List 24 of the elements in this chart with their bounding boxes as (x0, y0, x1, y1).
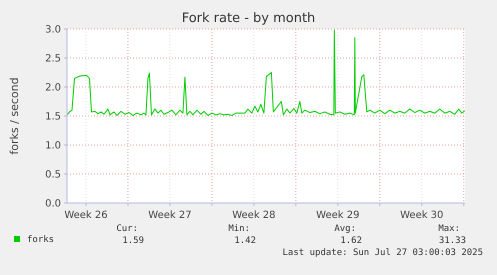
y-tick-label: 3.0 (45, 24, 61, 36)
y-axis-title: forks / second (8, 77, 21, 155)
text: Avg: (334, 224, 356, 234)
y-tick-label: 1.0 (45, 140, 61, 152)
x-tick-label: Week 28 (232, 210, 276, 221)
text: Cur: (116, 224, 138, 234)
text: 31.33 (438, 236, 466, 246)
x-tick-label: Week 26 (64, 210, 108, 221)
text: 1.62 (340, 236, 362, 246)
legend-label: forks (27, 235, 54, 245)
text: 1.59 (122, 236, 144, 246)
x-tick-label: Week 27 (148, 210, 192, 221)
x-tick-label: Week 30 (400, 210, 444, 221)
y-tick-label: 2.0 (45, 82, 61, 94)
chart-title: Fork rate - by month (182, 11, 316, 26)
y-tick-label: 2.5 (45, 54, 61, 64)
x-tick-label: Week 29 (316, 210, 360, 221)
text: 1.42 (234, 236, 256, 246)
text: Max: (438, 224, 460, 234)
text: Last update: Sun Jul 27 03:00:03 2025 (282, 248, 483, 258)
y-tick-label: 0.0 (45, 198, 61, 210)
text: Min: (228, 224, 250, 234)
y-tick-label: 1.5 (45, 112, 61, 122)
y-tick-label: 0.5 (45, 170, 61, 180)
